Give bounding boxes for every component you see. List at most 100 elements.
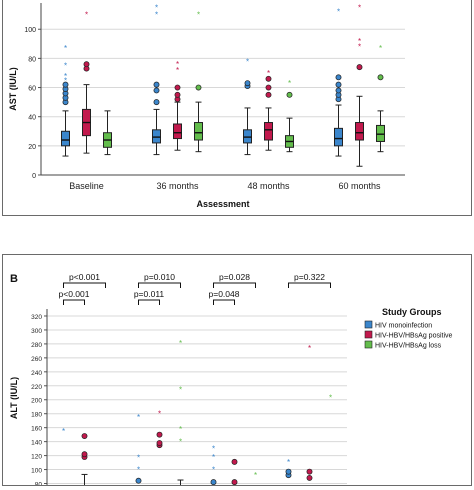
box-iqr bbox=[355, 122, 364, 141]
extreme-point: * bbox=[267, 69, 270, 78]
significance-bracket bbox=[138, 282, 181, 288]
extreme-point: * bbox=[197, 11, 200, 20]
extreme-point: * bbox=[179, 339, 182, 348]
extreme-point: * bbox=[308, 344, 311, 353]
y-tick-label: 100 bbox=[31, 468, 42, 475]
legend-entry-label: HIV-HBV/HBsAg loss bbox=[375, 343, 442, 350]
extreme-point: * bbox=[287, 458, 290, 467]
box-iqr bbox=[243, 129, 252, 144]
y-tick-label: 240 bbox=[31, 370, 42, 377]
box-iqr bbox=[264, 122, 273, 141]
extreme-point: * bbox=[329, 394, 332, 403]
outlier-point bbox=[174, 84, 181, 91]
panel-a-ast-chart: 0 20 40 60 80 100 Baseline 36 months 48 months 60… bbox=[2, 0, 472, 216]
p-value-label: p=0.011 bbox=[134, 289, 165, 299]
legend-swatch bbox=[364, 340, 373, 349]
extreme-point: * bbox=[179, 438, 182, 447]
outlier-point bbox=[265, 84, 272, 91]
outlier-point bbox=[286, 91, 293, 98]
x-tick-label: Baseline bbox=[69, 181, 104, 191]
y-tick-label: 60 bbox=[28, 86, 36, 93]
extreme-point: * bbox=[64, 62, 67, 71]
outlier-point bbox=[265, 75, 272, 82]
y-tick-label: 40 bbox=[28, 115, 36, 122]
p-value-label: p=0.010 bbox=[144, 272, 175, 282]
y-tick-label: 80 bbox=[28, 56, 36, 63]
outlier-point bbox=[335, 87, 342, 94]
p-value-label: p<0.001 bbox=[69, 272, 100, 282]
extreme-point: * bbox=[288, 79, 291, 88]
extreme-point: * bbox=[179, 425, 182, 434]
significance-bracket bbox=[63, 282, 106, 288]
outlier-point bbox=[231, 458, 238, 465]
box-iqr bbox=[194, 122, 203, 141]
outlier-point bbox=[285, 468, 292, 475]
p-value-label: p=0.048 bbox=[209, 289, 240, 299]
extreme-point: * bbox=[62, 427, 65, 436]
legend-swatch bbox=[364, 320, 373, 329]
extreme-point: * bbox=[254, 471, 257, 480]
extreme-point: * bbox=[137, 413, 140, 422]
y-tick-label: 80 bbox=[35, 482, 43, 485]
y-tick-label: 180 bbox=[31, 412, 42, 419]
extreme-point: * bbox=[176, 60, 179, 69]
significance-bracket bbox=[138, 299, 160, 305]
outlier-point bbox=[195, 84, 202, 91]
extreme-point: * bbox=[179, 385, 182, 394]
box-iqr bbox=[334, 127, 343, 147]
outlier-point bbox=[244, 80, 251, 87]
outlier-point bbox=[174, 91, 181, 98]
box-iqr bbox=[173, 123, 182, 140]
significance-bracket bbox=[213, 282, 256, 288]
outlier-point bbox=[231, 479, 238, 486]
legend-entry-label: HIV-HBV/HBsAg positive bbox=[375, 333, 453, 340]
outlier-point bbox=[83, 61, 90, 68]
x-tick-label: 48 months bbox=[247, 181, 290, 191]
extreme-point: * bbox=[158, 410, 161, 419]
box-iqr bbox=[376, 124, 385, 142]
outlier-point bbox=[62, 81, 69, 88]
extreme-point: * bbox=[137, 466, 140, 475]
legend-title: Study Groups bbox=[382, 307, 442, 317]
extreme-point: * bbox=[212, 445, 215, 454]
outlier-point bbox=[306, 468, 313, 475]
x-axis-label: Assessment bbox=[196, 199, 249, 209]
extreme-point: * bbox=[379, 44, 382, 53]
outlier-point bbox=[306, 474, 313, 481]
y-tick-label: 160 bbox=[31, 426, 42, 433]
y-tick-label: 260 bbox=[31, 356, 42, 363]
y-tick-label: 200 bbox=[31, 398, 42, 405]
extreme-point: * bbox=[64, 76, 67, 85]
y-tick-label: 140 bbox=[31, 440, 42, 447]
y-tick-label: 280 bbox=[31, 342, 42, 349]
y-tick-label: 220 bbox=[31, 384, 42, 391]
ast-boxplot-svg: 0 20 40 60 80 100 Baseline 36 months 48 months 60… bbox=[8, 3, 405, 209]
outlier-point bbox=[153, 99, 160, 106]
y-axis-label: AST (IU/L) bbox=[8, 67, 18, 111]
extreme-point: * bbox=[358, 37, 361, 46]
extreme-point: * bbox=[246, 57, 249, 66]
extreme-point: * bbox=[358, 43, 361, 52]
extreme-point: * bbox=[155, 11, 158, 20]
legend-swatch bbox=[364, 330, 373, 339]
y-tick-label: 320 bbox=[31, 314, 42, 321]
extreme-point: * bbox=[64, 72, 67, 81]
extreme-point: * bbox=[155, 3, 158, 12]
x-tick-label: 60 months bbox=[338, 181, 381, 191]
outlier-point bbox=[81, 451, 88, 458]
y-tick-label: 120 bbox=[31, 454, 42, 461]
significance-bracket bbox=[63, 299, 85, 305]
extreme-point: * bbox=[358, 3, 361, 12]
extreme-point: * bbox=[64, 44, 67, 53]
y-tick-label: 300 bbox=[31, 328, 42, 335]
x-tick-label: 36 months bbox=[156, 181, 199, 191]
outlier-point bbox=[265, 91, 272, 98]
p-value-label: p=0.322 bbox=[294, 272, 325, 282]
box-iqr bbox=[61, 130, 70, 147]
extreme-point: * bbox=[137, 454, 140, 463]
y-axis-label: ALT (IU/L) bbox=[9, 377, 19, 419]
p-value-label: p=0.028 bbox=[219, 272, 250, 282]
extreme-point: * bbox=[212, 466, 215, 475]
extreme-point: * bbox=[85, 11, 88, 20]
p-value-label: p<0.001 bbox=[59, 289, 90, 299]
